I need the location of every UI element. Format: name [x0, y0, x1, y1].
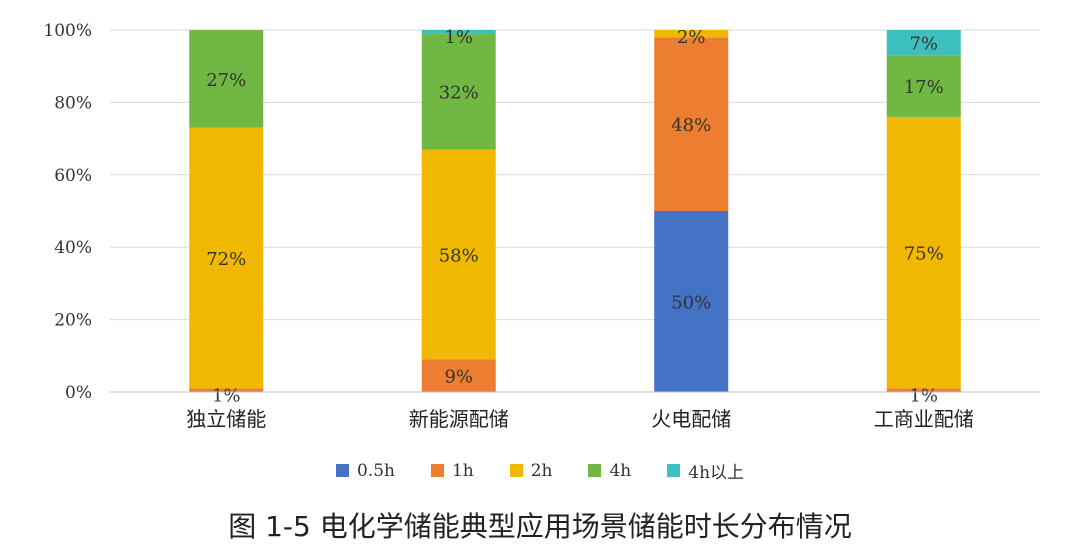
- bar-segment: [886, 116, 961, 389]
- bar-segment: [886, 30, 961, 56]
- y-tick-label: 40%: [54, 238, 92, 258]
- data-label: 1%: [212, 385, 241, 406]
- legend-swatch: [335, 464, 349, 477]
- y-tick-label: 80%: [54, 93, 92, 113]
- bar-segment: [189, 30, 264, 128]
- bar-segment: [886, 388, 961, 392]
- data-label: 48%: [671, 115, 711, 136]
- legend-item: 1h: [430, 458, 474, 483]
- bar-segment: [189, 127, 264, 389]
- legend-label: 0.5h: [356, 460, 395, 481]
- data-label: 1%: [909, 385, 938, 406]
- legend-label: 1h: [451, 460, 474, 481]
- figure-caption: 图 1-5 电化学储能典型应用场景储能时长分布情况: [228, 510, 852, 543]
- data-label: 17%: [904, 77, 944, 98]
- legend-item: 2h: [509, 458, 553, 483]
- bar-segment: [421, 33, 496, 150]
- legend-swatch: [588, 464, 602, 477]
- bar-segment: [654, 30, 729, 38]
- x-tick-label: 新能源配储: [409, 407, 509, 431]
- x-tick-label: 工商业配储: [874, 407, 974, 431]
- y-tick-label: 100%: [43, 21, 92, 41]
- data-label: 9%: [444, 367, 473, 388]
- y-tick-label: 60%: [54, 166, 92, 186]
- legend-item: 4h: [588, 458, 631, 483]
- gridlines: [110, 29, 1040, 321]
- bar-segment: [421, 30, 496, 34]
- y-axis: 0% 20% 40% 60% 80% 100%: [43, 21, 92, 403]
- legend-item: 0.5h: [335, 458, 395, 483]
- legend-label: 2h: [530, 460, 553, 481]
- y-tick-label: 20%: [54, 311, 92, 331]
- legend-label: 4h: [609, 460, 632, 481]
- data-label: 7%: [909, 34, 938, 55]
- bar-segment: [189, 388, 264, 392]
- data-label: 2%: [677, 27, 706, 48]
- data-label: 75%: [904, 244, 944, 265]
- data-label: 72%: [206, 249, 246, 270]
- bar-segment: [654, 37, 729, 211]
- bars: 1% 72% 27% 9% 58% 32% 1% 50% 48% 2% 1% 75% 17% 7%: [189, 27, 961, 406]
- legend-swatch: [509, 464, 523, 477]
- bar-segment: [654, 211, 729, 392]
- bar-segment: [421, 359, 496, 392]
- y-tick-label: 0%: [65, 383, 92, 403]
- x-tick-label: 火电配储: [651, 407, 731, 431]
- bar-segment: [886, 55, 961, 117]
- legend-label: 4h以上: [688, 463, 745, 483]
- stacked-bar-chart: 0% 20% 40% 60% 80% 100% 1% 72% 27% 9% 58% 32% 1% 50%…: [43, 21, 1040, 431]
- legend: 0.5h 1h 2h 4h 4h以上: [0, 458, 1080, 483]
- x-axis: 独立储能 新能源配储 火电配储 工商业配储: [110, 391, 1040, 431]
- legend-item: 4h以上: [667, 458, 744, 483]
- legend-swatch: [667, 464, 681, 477]
- data-label: 32%: [439, 83, 479, 104]
- legend-swatch: [430, 464, 444, 477]
- data-label: 50%: [671, 293, 711, 314]
- data-label: 58%: [439, 245, 479, 266]
- x-tick-label: 独立储能: [186, 407, 266, 431]
- data-label: 27%: [206, 70, 246, 91]
- bar-segment: [421, 149, 496, 360]
- data-label: 1%: [444, 27, 473, 48]
